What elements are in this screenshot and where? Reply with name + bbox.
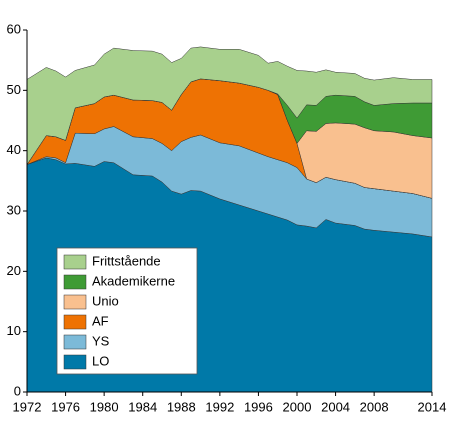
x-tick-label: 1992 <box>205 399 234 414</box>
y-tick-label: 40 <box>7 142 21 157</box>
y-tick-label: 20 <box>7 263 21 278</box>
legend-swatch <box>63 334 87 350</box>
x-tick-label: 1984 <box>128 399 157 414</box>
legend-swatch <box>63 314 87 330</box>
y-tick-label: 10 <box>7 323 21 338</box>
x-tick-label: 2014 <box>418 399 447 414</box>
x-tick-label: 1988 <box>167 399 196 414</box>
y-tick-label: 0 <box>14 383 21 398</box>
y-tick-label: 50 <box>7 82 21 97</box>
x-tick-label: 1972 <box>13 399 42 414</box>
legend-swatch <box>63 294 87 310</box>
legend-swatch <box>63 254 87 270</box>
x-tick-label: 2004 <box>321 399 350 414</box>
x-tick-label: 1996 <box>244 399 273 414</box>
x-tick-label: 1980 <box>90 399 119 414</box>
y-tick-label: 30 <box>7 202 21 217</box>
x-tick-label: 2000 <box>283 399 312 414</box>
x-tick-label: 2008 <box>360 399 389 414</box>
legend-swatch <box>63 274 87 290</box>
y-tick-label: 60 <box>7 21 21 36</box>
legend-swatch <box>63 354 87 370</box>
legend-label: Unio <box>92 293 119 308</box>
legend-label: Akademikerne <box>92 273 175 288</box>
area <box>26 46 433 166</box>
legend-label: Frittstående <box>92 253 161 268</box>
x-tick-label: 1976 <box>51 399 80 414</box>
legend-label: LO <box>92 353 109 368</box>
legend-label: YS <box>92 333 110 348</box>
legend-label: AF <box>92 313 109 328</box>
